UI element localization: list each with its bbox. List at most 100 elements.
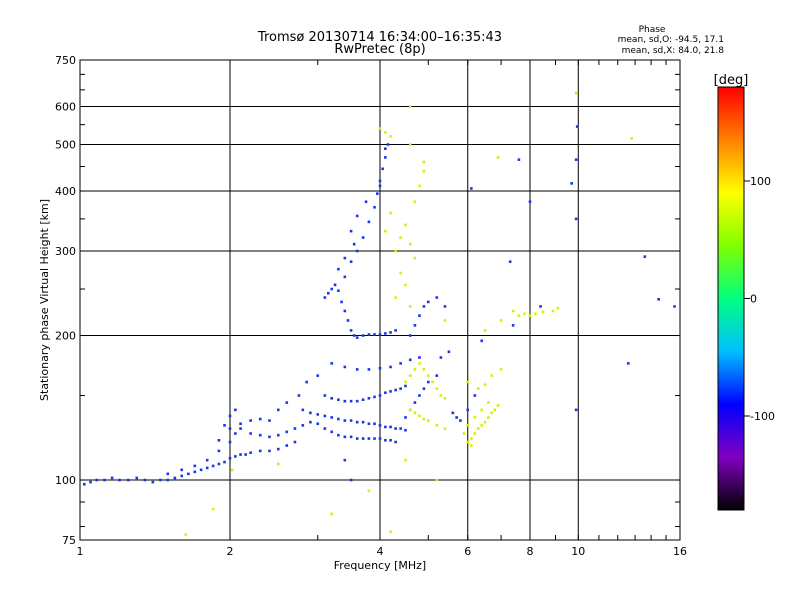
- data-point: [367, 437, 371, 440]
- data-point: [343, 419, 347, 422]
- data-point: [408, 242, 412, 246]
- data-point: [394, 296, 397, 299]
- data-point: [408, 334, 412, 337]
- data-point: [422, 305, 426, 308]
- data-point: [394, 329, 397, 332]
- data-point: [349, 260, 353, 264]
- data-point: [239, 422, 242, 426]
- data-point: [404, 428, 407, 432]
- data-point: [211, 464, 215, 468]
- data-point: [367, 422, 371, 426]
- data-point: [426, 374, 430, 377]
- data-point: [143, 478, 147, 482]
- chart-title: Tromsø 20130714 16:34:00–16:35:43: [257, 30, 502, 45]
- colorbar-tick-label: 100: [750, 175, 771, 188]
- data-point: [381, 167, 384, 171]
- data-point: [389, 365, 392, 369]
- data-point: [230, 468, 234, 472]
- data-point: [435, 374, 439, 377]
- data-point: [367, 489, 371, 493]
- data-point: [404, 283, 407, 287]
- data-point: [389, 425, 392, 429]
- data-point: [373, 205, 376, 209]
- data-point: [234, 432, 237, 435]
- data-point: [349, 229, 353, 233]
- data-point: [451, 411, 455, 415]
- data-point: [180, 468, 184, 472]
- data-point: [439, 356, 443, 359]
- y-tick-label: 500: [55, 139, 76, 152]
- data-point: [378, 424, 382, 427]
- data-point: [268, 419, 271, 422]
- data-point: [473, 394, 477, 397]
- data-point: [364, 200, 368, 204]
- data-point: [466, 440, 470, 444]
- data-point: [373, 422, 376, 426]
- data-point: [349, 329, 353, 332]
- data-point: [159, 478, 162, 482]
- data-point: [301, 408, 305, 412]
- data-point: [378, 333, 382, 336]
- data-point: [408, 143, 412, 146]
- data-point: [337, 267, 340, 271]
- data-point: [95, 478, 98, 482]
- data-point: [477, 387, 480, 390]
- data-point: [384, 391, 387, 395]
- data-point: [187, 472, 190, 476]
- data-point: [499, 368, 503, 371]
- data-points: [82, 91, 676, 536]
- data-point: [574, 408, 578, 412]
- data-point: [394, 440, 397, 444]
- data-point: [574, 217, 578, 221]
- data-point: [293, 440, 297, 444]
- colorbar: [717, 86, 745, 511]
- phase-stats-title: Phase: [639, 25, 666, 35]
- data-point: [384, 131, 387, 134]
- x-tick-label: 16: [673, 545, 687, 558]
- y-tick-label: 200: [55, 330, 76, 343]
- data-point: [408, 105, 412, 108]
- data-point: [408, 305, 412, 308]
- data-point: [473, 432, 477, 435]
- data-point: [330, 512, 334, 516]
- data-point: [211, 507, 215, 511]
- data-point: [551, 309, 555, 313]
- data-point: [276, 447, 280, 451]
- data-point: [349, 478, 353, 482]
- data-point: [404, 416, 407, 419]
- data-point: [673, 305, 676, 308]
- data-point: [373, 395, 376, 399]
- x-axis-ticks: 1 2 4 6 8 10 16: [77, 545, 688, 558]
- data-point: [223, 460, 226, 464]
- data-point: [404, 380, 407, 384]
- data-point: [575, 125, 579, 128]
- data-point: [413, 401, 417, 404]
- data-point: [361, 420, 365, 424]
- data-point: [418, 314, 421, 317]
- y-axis-ticks: 75 100 200 300 400 500 600 750: [55, 54, 76, 547]
- y-tick-label: 400: [55, 185, 76, 198]
- data-point: [413, 368, 417, 371]
- data-point: [399, 271, 402, 275]
- data-point: [394, 388, 397, 392]
- data-point: [378, 366, 382, 370]
- data-point: [443, 319, 447, 322]
- data-point: [333, 283, 337, 287]
- data-point: [439, 394, 443, 397]
- data-point: [443, 397, 447, 400]
- data-point: [327, 291, 330, 295]
- data-point: [426, 300, 430, 304]
- data-point: [408, 358, 412, 362]
- data-point: [323, 296, 327, 299]
- data-point: [316, 413, 320, 416]
- data-point: [205, 466, 209, 470]
- data-point: [258, 433, 262, 437]
- data-point: [418, 362, 421, 365]
- data-point: [349, 435, 353, 439]
- data-point: [223, 424, 226, 427]
- data-point: [466, 380, 470, 384]
- data-point: [413, 324, 417, 327]
- data-point: [367, 368, 371, 371]
- data-point: [408, 374, 412, 377]
